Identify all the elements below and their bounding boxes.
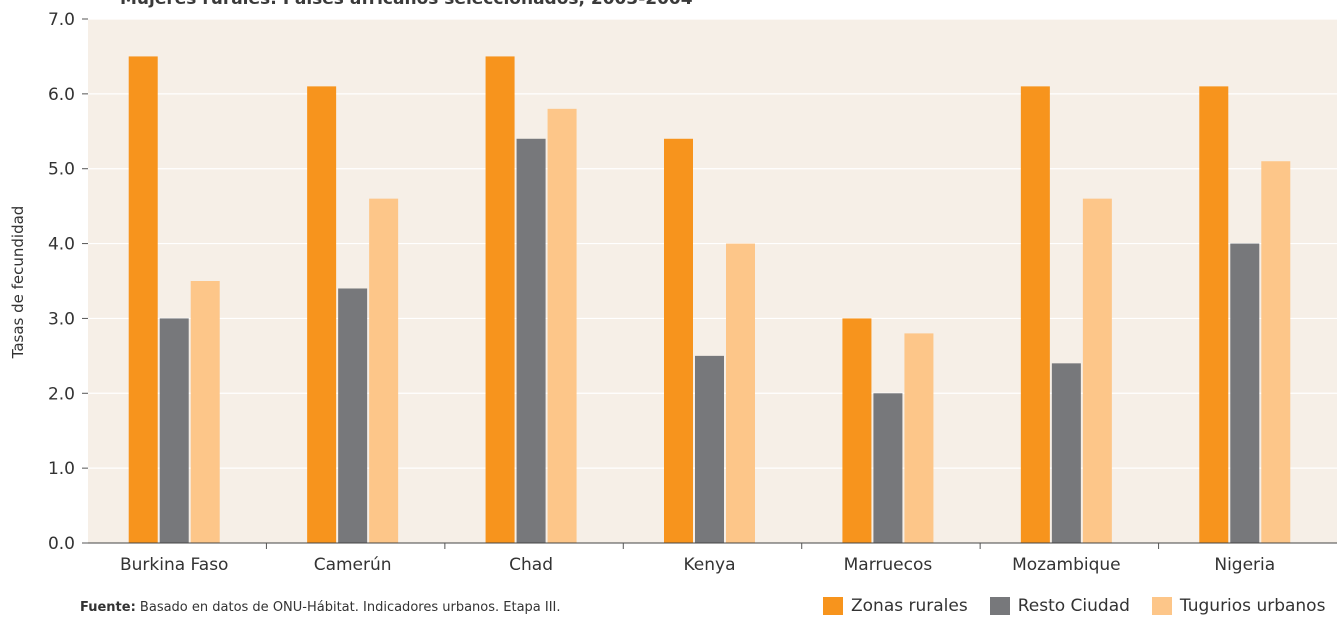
bar-tugurios-urbanos: [547, 108, 577, 543]
legend-label: Zonas rurales: [851, 596, 968, 616]
bar-tugurios-urbanos: [1261, 161, 1291, 543]
source-label: Fuente:: [80, 600, 136, 615]
bars: [128, 56, 1291, 544]
y-tick-label: 5.0: [48, 160, 75, 180]
legend-swatch: [1151, 597, 1172, 615]
y-tick-label: 2.0: [48, 384, 75, 404]
legend-item: Tugurios urbanos: [1151, 596, 1326, 616]
x-tick-label: Camerún: [314, 555, 392, 575]
bar-tugurios-urbanos: [726, 243, 755, 544]
bar-zonas-rurales: [128, 56, 158, 544]
bar-zonas-rurales: [307, 86, 337, 543]
y-tick-label: 0.0: [48, 534, 75, 554]
source-note: Fuente: Basado en datos de ONU-Hábitat. …: [80, 600, 561, 615]
source-text: Basado en datos de ONU-Hábitat. Indicado…: [135, 600, 561, 615]
y-tick-label: 1.0: [48, 459, 75, 479]
bar-resto-ciudad: [873, 393, 903, 543]
bar-resto-ciudad: [159, 318, 189, 543]
bar-zonas-rurales: [664, 138, 693, 543]
x-tick-label: Nigeria: [1214, 555, 1275, 575]
bar-tugurios-urbanos: [904, 333, 934, 543]
y-tick-label: 4.0: [48, 235, 75, 255]
legend-swatch: [989, 597, 1010, 615]
bar-resto-ciudad: [1230, 243, 1260, 544]
legend-label: Tugurios urbanos: [1179, 596, 1326, 616]
chart-title: Mujeres rurales: Países africanos selecc…: [120, 0, 693, 9]
bar-tugurios-urbanos: [190, 281, 220, 543]
bar-resto-ciudad: [1051, 363, 1081, 543]
bar-tugurios-urbanos: [369, 198, 399, 543]
bar-zonas-rurales: [842, 318, 872, 543]
x-tick-label: Burkina Faso: [120, 555, 228, 575]
bar-zonas-rurales: [1020, 86, 1050, 543]
legend-item: Resto Ciudad: [989, 596, 1130, 616]
bar-resto-ciudad: [695, 355, 724, 543]
legend: Zonas rurales Resto Ciudad Tugurios urbano…: [823, 596, 1337, 616]
bar-zonas-rurales: [485, 56, 515, 544]
x-tick-label: Mozambique: [1012, 555, 1121, 575]
x-tick-label: Chad: [509, 555, 553, 575]
y-tick-label: 7.0: [48, 10, 75, 30]
legend-label: Resto Ciudad: [1017, 596, 1130, 616]
legend-item: Zonas rurales: [823, 596, 968, 616]
y-axis-label: Tasas de fecundidad: [9, 206, 27, 360]
y-tick-label: 3.0: [48, 309, 75, 329]
axes: 0.0 1.0 2.0 3.0 4.0 5.0 6.0 7.0 Burkina Faso Came…: [48, 10, 1337, 575]
bar-resto-ciudad: [338, 288, 368, 543]
x-tick-label: Marruecos: [844, 555, 933, 575]
legend-swatch: [823, 597, 843, 615]
bar-tugurios-urbanos: [1082, 198, 1112, 543]
y-tick-label: 6.0: [48, 85, 75, 105]
bar-zonas-rurales: [1199, 86, 1229, 543]
x-tick-label: Kenya: [683, 555, 735, 575]
bar-resto-ciudad: [516, 138, 546, 543]
